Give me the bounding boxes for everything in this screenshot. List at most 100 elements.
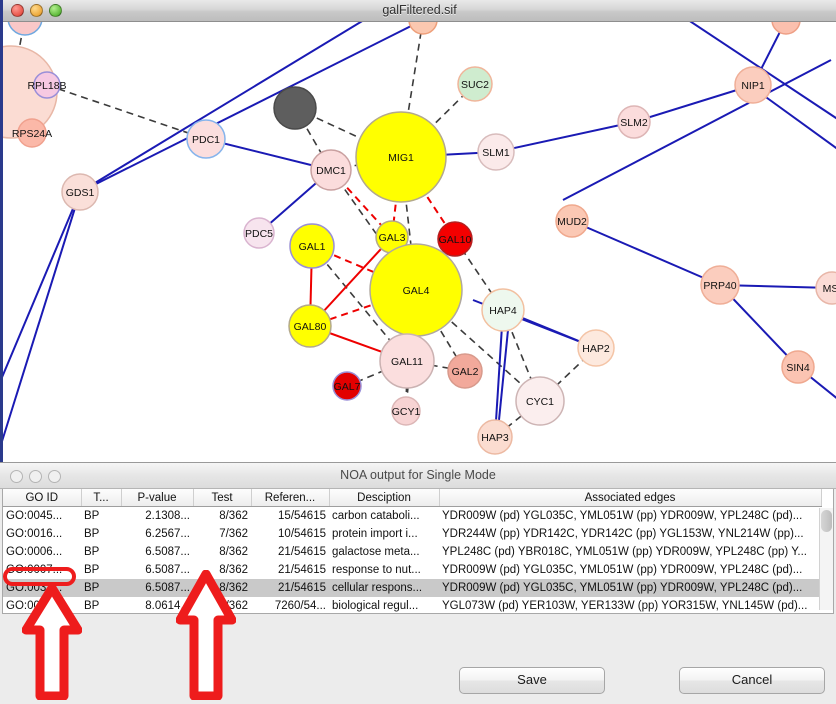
network-node-mud2[interactable]: MUD2 <box>555 204 589 238</box>
node-circle[interactable] <box>355 111 447 203</box>
node-circle[interactable] <box>61 173 99 211</box>
network-edge[interactable] <box>633 84 754 123</box>
table-row[interactable]: GO:0006... BP 6.5087... 8/362 21/54615 galact… <box>3 543 821 561</box>
network-edge[interactable] <box>79 22 463 193</box>
node-circle[interactable] <box>700 265 740 305</box>
network-node-gal7[interactable]: GAL7 <box>332 371 362 401</box>
node-circle[interactable] <box>186 119 226 159</box>
network-node[interactable] <box>273 86 317 130</box>
main-window-controls[interactable] <box>11 4 62 17</box>
minimize-button[interactable] <box>29 470 42 483</box>
network-canvas[interactable]: RPL18B RPS24A GDS1 PDC1 PDC5 DMC1 SUC2 MIG1 SLM1… <box>3 22 836 462</box>
node-circle[interactable] <box>734 66 772 104</box>
node-circle[interactable] <box>273 86 317 130</box>
network-node-pdc1[interactable]: PDC1 <box>186 119 226 159</box>
results-table[interactable]: GO ID T... P-value Test Referen... Desci… <box>3 489 822 614</box>
network-edge[interactable] <box>571 220 721 286</box>
noa-window-controls[interactable] <box>10 470 61 483</box>
node-circle[interactable] <box>310 149 352 191</box>
node-circle[interactable] <box>577 329 615 367</box>
column-header-type[interactable]: T... <box>81 489 122 507</box>
network-node-slm1[interactable]: SLM1 <box>477 133 515 171</box>
network-node-gal1[interactable]: GAL1 <box>289 223 335 269</box>
column-header-p-value[interactable]: P-value <box>121 489 194 507</box>
close-button[interactable] <box>10 470 23 483</box>
node-circle[interactable] <box>369 243 463 337</box>
node-circle[interactable] <box>815 271 836 305</box>
network-edge[interactable] <box>562 59 832 201</box>
node-circle[interactable] <box>288 304 332 348</box>
node-circle[interactable] <box>33 71 61 99</box>
node-circle[interactable] <box>515 376 565 426</box>
network-node-gal10[interactable]: GAL10 <box>437 221 473 257</box>
table-body[interactable]: GO:0045... BP 2.1308... 8/362 15/54615 carbon… <box>3 507 821 614</box>
network-node-gal11[interactable]: GAL11 <box>379 333 435 389</box>
network-edge[interactable] <box>3 191 81 462</box>
table-row[interactable]: GO:0031... BP 6.5087... 8/362 21/54615 cellul… <box>3 579 821 597</box>
network-node[interactable] <box>771 22 801 35</box>
node-circle[interactable] <box>391 396 421 426</box>
node-circle[interactable] <box>7 22 43 36</box>
node-circle[interactable] <box>771 22 801 35</box>
network-node-sin4[interactable]: SIN4 <box>781 350 815 384</box>
network-node-msi[interactable]: MSI <box>815 271 836 305</box>
column-header-go-id[interactable]: GO ID <box>3 489 82 507</box>
column-header-test[interactable]: Test <box>193 489 252 507</box>
node-circle[interactable] <box>379 333 435 389</box>
node-circle[interactable] <box>781 350 815 384</box>
minimize-button[interactable] <box>30 4 43 17</box>
node-circle[interactable] <box>332 371 362 401</box>
close-button[interactable] <box>11 4 24 17</box>
network-node-slm2[interactable]: SLM2 <box>617 105 651 139</box>
network-edge[interactable] <box>3 191 81 462</box>
node-circle[interactable] <box>477 419 513 455</box>
network-node-cyc1[interactable]: CYC1 <box>515 376 565 426</box>
network-edge[interactable] <box>495 121 635 153</box>
node-circle[interactable] <box>481 288 525 332</box>
results-table-container[interactable]: GO ID T... P-value Test Referen... Desci… <box>2 489 834 614</box>
network-node-gal2[interactable]: GAL2 <box>447 353 483 389</box>
zoom-button[interactable] <box>49 4 62 17</box>
network-node[interactable] <box>408 22 438 35</box>
column-header-reference[interactable]: Referen... <box>251 489 330 507</box>
network-edge[interactable] <box>46 84 207 140</box>
node-circle[interactable] <box>555 204 589 238</box>
network-node-nip1[interactable]: NIP1 <box>734 66 772 104</box>
network-edge[interactable] <box>205 138 332 171</box>
network-node-pdc5[interactable]: PDC5 <box>243 217 275 249</box>
node-circle[interactable] <box>477 133 515 171</box>
zoom-button[interactable] <box>48 470 61 483</box>
node-circle[interactable] <box>457 66 493 102</box>
node-circle[interactable] <box>437 221 473 257</box>
table-row[interactable]: GO:0045... BP 2.1308... 8/362 15/54615 carbon… <box>3 507 821 526</box>
scrollbar-thumb[interactable] <box>821 510 832 532</box>
network-node-hap4[interactable]: HAP4 <box>481 288 525 332</box>
network-node-gds1[interactable]: GDS1 <box>61 173 99 211</box>
column-header-associated-edges[interactable]: Associated edges <box>439 489 822 507</box>
network-node-gal80[interactable]: GAL80 <box>288 304 332 348</box>
node-circle[interactable] <box>617 105 651 139</box>
table-row[interactable]: GO:0007... BP 6.5087... 8/362 21/54615 respon… <box>3 561 821 579</box>
network-node-gcy1[interactable]: GCY1 <box>391 396 421 426</box>
network-node-gal4[interactable]: GAL4 <box>369 243 463 337</box>
column-header-description[interactable]: Desciption <box>329 489 440 507</box>
node-circle[interactable] <box>408 22 438 35</box>
table-vertical-scrollbar[interactable] <box>819 508 833 610</box>
network-node-hap3[interactable]: HAP3 <box>477 419 513 455</box>
network-edge[interactable] <box>79 22 423 193</box>
network-edge[interactable] <box>643 22 836 120</box>
table-row[interactable]: GO:0065... BP 8.0614... 94/362 7260/54... bio… <box>3 597 821 613</box>
table-row[interactable]: GO:0016... BP 6.2567... 7/362 10/54615 protei… <box>3 525 821 543</box>
network-node-dmc1[interactable]: DMC1 <box>310 149 352 191</box>
cancel-button[interactable]: Cancel <box>679 667 825 694</box>
node-circle[interactable] <box>243 217 275 249</box>
save-button[interactable]: Save <box>459 667 605 694</box>
network-node-mig1[interactable]: MIG1 <box>355 111 447 203</box>
node-circle[interactable] <box>17 118 47 148</box>
node-circle[interactable] <box>447 353 483 389</box>
network-edge[interactable] <box>762 94 836 150</box>
network-node-prp40[interactable]: PRP40 <box>700 265 740 305</box>
network-node-hap2[interactable]: HAP2 <box>577 329 615 367</box>
